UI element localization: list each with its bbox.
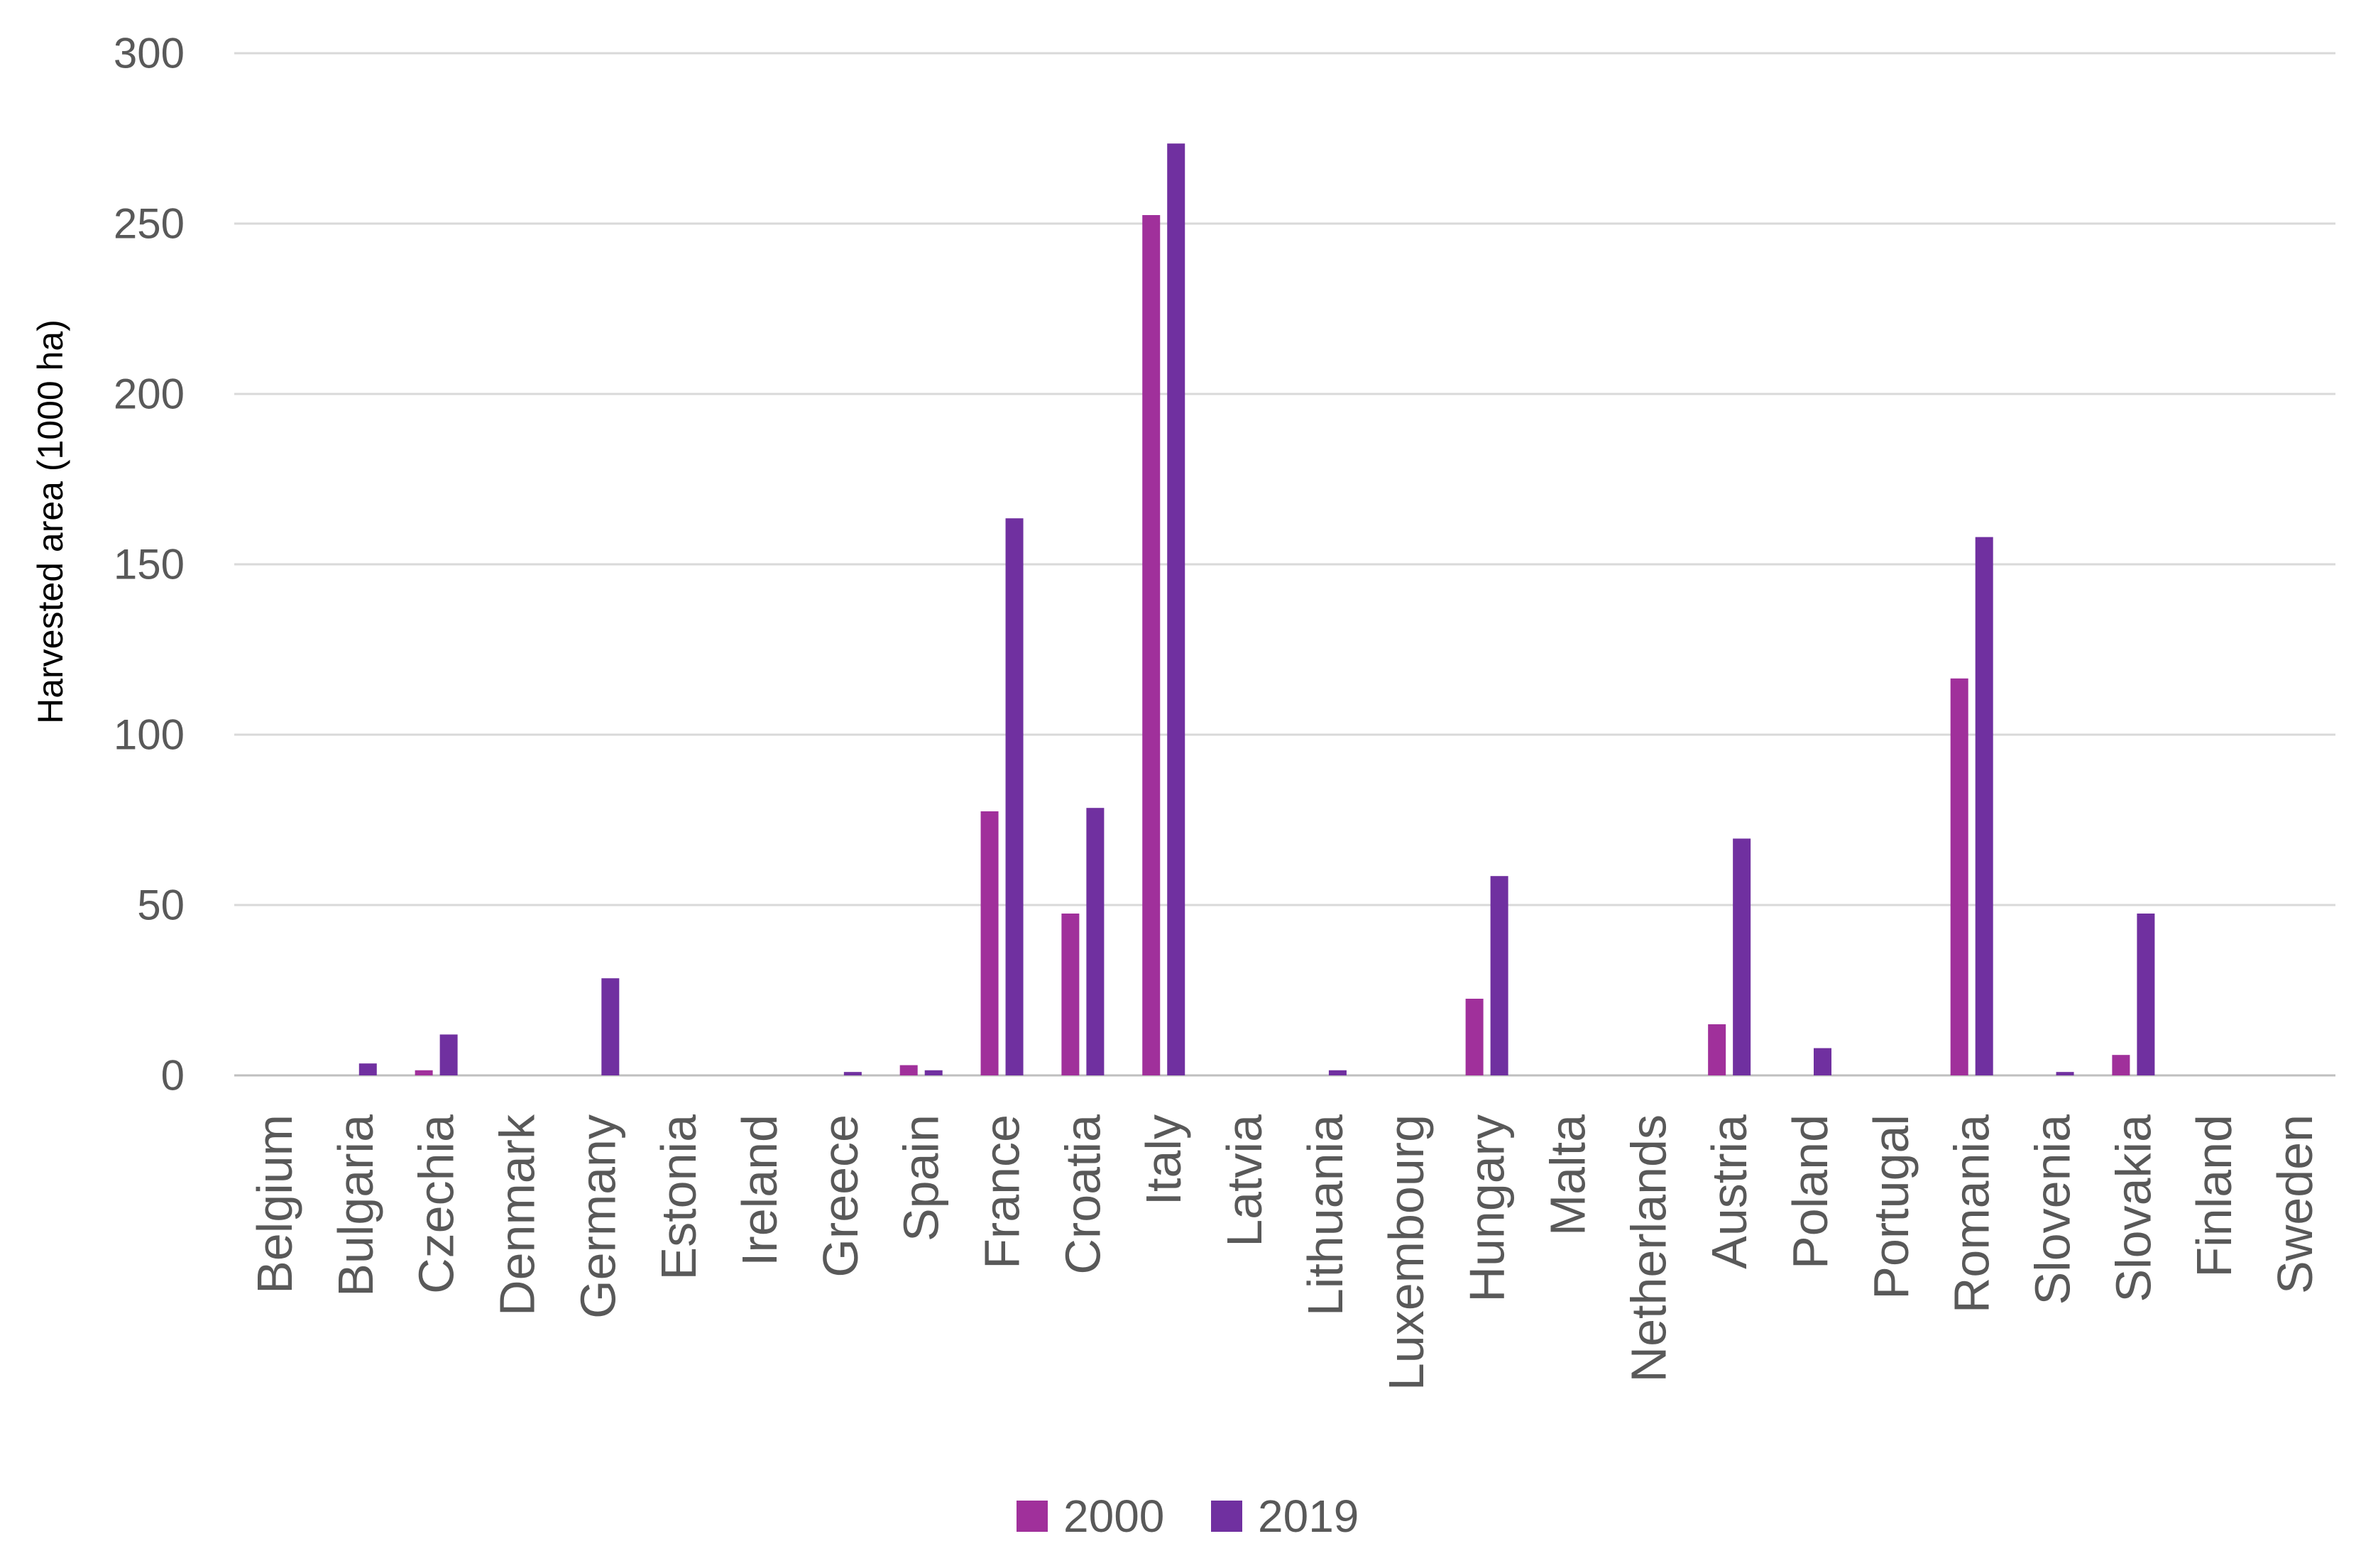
x-tick-label: Croatia xyxy=(1055,1114,1110,1275)
bar-2000-czechia xyxy=(415,1070,433,1075)
x-tick-label: Romania xyxy=(1944,1114,2000,1313)
x-tick-label: Denmark xyxy=(489,1114,544,1316)
bar-2019-czechia xyxy=(439,1034,458,1075)
y-axis-label: Harvested area (1000 ha) xyxy=(31,319,70,724)
y-tick-label: 150 xyxy=(114,541,185,588)
x-tick-label: Sweden xyxy=(2267,1114,2323,1294)
bar-2019-poland xyxy=(1814,1048,1831,1075)
bar-2019-italy xyxy=(1167,143,1185,1076)
x-tick-label: Malta xyxy=(1540,1114,1595,1236)
bar-2000-austria xyxy=(1708,1024,1726,1075)
x-tick-label: Finland xyxy=(2186,1114,2242,1278)
x-tick-label: Germany xyxy=(570,1114,625,1319)
bar-2019-austria xyxy=(1733,838,1751,1075)
legend[interactable]: 2000 2019 xyxy=(1017,1491,1359,1542)
x-tick-label: Slovenia xyxy=(2025,1114,2081,1305)
bar-2000-croatia xyxy=(1061,914,1080,1075)
x-tick-label: Belgium xyxy=(247,1114,302,1294)
x-tick-label: Greece xyxy=(813,1114,868,1278)
legend-swatch-2019[interactable] xyxy=(1211,1501,1242,1532)
x-tick-label: Poland xyxy=(1782,1114,1838,1269)
bar-2019-croatia xyxy=(1086,808,1105,1075)
legend-label-2000[interactable]: 2000 xyxy=(1063,1491,1164,1542)
x-tick-label: Spain xyxy=(894,1114,949,1241)
y-tick-label: 300 xyxy=(114,30,185,77)
bar-2019-greece xyxy=(843,1072,862,1075)
x-tick-label: Italy xyxy=(1136,1114,1191,1205)
bar-2000-france xyxy=(980,811,999,1075)
x-tick-label: Netherlands xyxy=(1621,1114,1676,1382)
y-tick-label: 100 xyxy=(114,711,185,759)
x-tick-label: Luxembourg xyxy=(1379,1114,1434,1391)
bar-2019-bulgaria xyxy=(358,1063,377,1075)
x-axis-ticks: Belgium Bulgaria Czechia Denmark Germany Esto… xyxy=(247,1114,2323,1391)
bar-2019-hungary xyxy=(1490,876,1508,1075)
bar-2000-italy xyxy=(1142,215,1161,1075)
x-tick-label: Austria xyxy=(1702,1114,1757,1269)
x-tick-label: Slovakia xyxy=(2105,1114,2161,1303)
bar-2000-hungary xyxy=(1465,999,1484,1075)
y-tick-label: 250 xyxy=(114,200,185,248)
bars xyxy=(358,143,2155,1076)
x-tick-label: Hungary xyxy=(1459,1114,1515,1303)
bar-2000-romania xyxy=(1950,678,1968,1075)
bar-2019-spain xyxy=(924,1070,943,1075)
y-tick-label: 200 xyxy=(114,371,185,418)
x-tick-label: Ireland xyxy=(732,1114,787,1266)
bar-2000-slovakia xyxy=(2112,1055,2130,1075)
bar-2019-france xyxy=(1005,518,1024,1075)
legend-swatch-2000[interactable] xyxy=(1017,1501,1048,1532)
legend-label-2019[interactable]: 2019 xyxy=(1258,1491,1359,1542)
bar-2000-spain xyxy=(899,1065,918,1075)
y-axis-ticks: 0 50 100 150 200 250 300 xyxy=(114,30,185,1100)
gridlines xyxy=(234,52,2335,1077)
bar-2019-romania xyxy=(1975,537,1993,1075)
x-tick-label: Lithuania xyxy=(1298,1114,1353,1316)
bar-2019-germany xyxy=(601,978,620,1075)
x-tick-label: Bulgaria xyxy=(328,1114,383,1297)
x-tick-label: Czechia xyxy=(409,1114,464,1294)
x-tick-label: Estonia xyxy=(651,1114,706,1281)
bar-2019-slovakia xyxy=(2137,914,2155,1075)
x-tick-label: Latvia xyxy=(1217,1114,1272,1247)
y-tick-label: 0 xyxy=(161,1052,185,1100)
bar-2019-lithuania xyxy=(1328,1070,1347,1075)
x-tick-label: Portugal xyxy=(1863,1114,1919,1300)
y-tick-label: 50 xyxy=(137,882,185,929)
bar-2019-slovenia xyxy=(2056,1072,2074,1075)
x-tick-label: France xyxy=(975,1114,1030,1269)
